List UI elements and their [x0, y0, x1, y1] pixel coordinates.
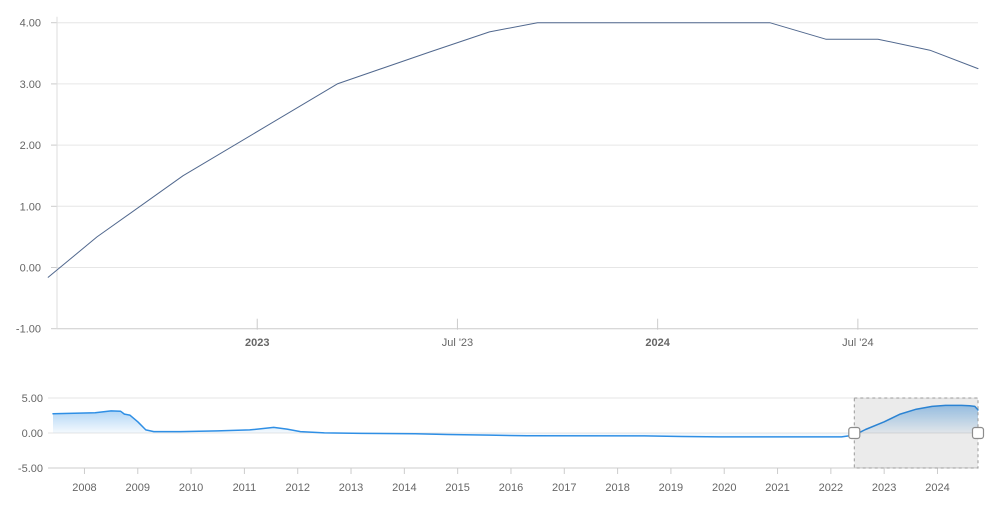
navigator-handle-left[interactable]: [848, 426, 861, 440]
nav-y-axis-label: 5.00: [22, 393, 43, 405]
nav-x-axis-label: 2022: [819, 482, 843, 494]
nav-x-axis-label: 2020: [712, 482, 736, 494]
nav-x-axis-label: 2021: [765, 482, 789, 494]
nav-x-axis-label: 2013: [339, 482, 363, 494]
nav-x-axis-label: 2008: [72, 482, 96, 494]
nav-x-axis-label: 2009: [126, 482, 150, 494]
nav-x-axis-label: 2011: [233, 482, 257, 494]
main-chart: 4.00 3.00 2.00 1.00 0.00 -1.00 2023 Jul '23 2024…: [16, 14, 979, 349]
y-axis-label: -1.00: [16, 324, 41, 336]
nav-x-axis-label: 2014: [392, 482, 416, 494]
x-axis-label: 2023: [245, 337, 269, 349]
nav-series-line: [52, 404, 979, 438]
nav-x-axis-label: 2012: [285, 482, 309, 494]
main-plot-area[interactable]: [57, 14, 978, 329]
y-axis-label: 2.00: [20, 140, 41, 152]
x-axis-label: Jul '23: [442, 337, 473, 349]
y-axis-label: 0.00: [20, 263, 41, 275]
nav-y-axis-label: 0.00: [22, 428, 43, 440]
navigator-track[interactable]: [48, 398, 978, 468]
navigator-handle-right[interactable]: [971, 426, 985, 440]
y-axis-label: 3.00: [20, 79, 41, 91]
nav-x-axis-label: 2024: [925, 482, 949, 494]
main-series-line: [47, 22, 979, 278]
nav-x-axis-label: 2010: [179, 482, 203, 494]
x-axis-label: 2024: [645, 337, 670, 349]
y-axis-label: 1.00: [20, 201, 41, 213]
y-axis-label: 4.00: [20, 18, 41, 30]
nav-x-axis-label: 2018: [605, 482, 629, 494]
nav-x-axis-label: 2019: [659, 482, 683, 494]
navigator-chart: 5.00 0.00 -5.00 2008 2009 2010 2011 2012 2013 201…: [18, 393, 985, 494]
nav-x-axis-label: 2023: [872, 482, 896, 494]
navigator-selection[interactable]: [853, 397, 979, 469]
nav-x-axis-label: 2016: [499, 482, 523, 494]
nav-x-axis-label: 2017: [552, 482, 576, 494]
nav-y-axis-label: -5.00: [18, 463, 43, 475]
nav-x-axis-label: 2015: [445, 482, 469, 494]
x-axis-label: Jul '24: [842, 337, 873, 349]
